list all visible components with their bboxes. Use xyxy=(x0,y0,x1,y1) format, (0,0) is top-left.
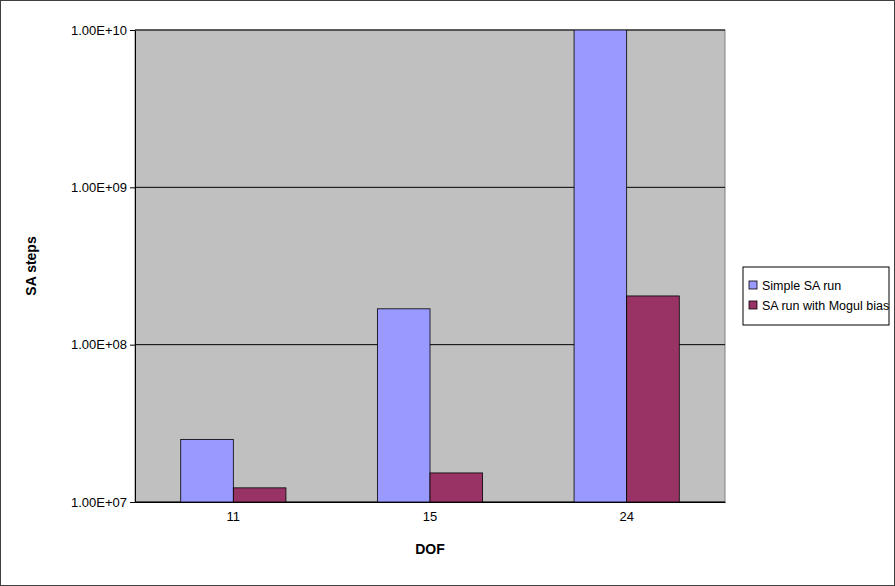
x-axis-line xyxy=(136,502,726,503)
y-tick-label: 1.00E+08 xyxy=(71,337,127,352)
x-tick: 11 xyxy=(227,502,241,524)
chart-border xyxy=(1,1,895,586)
bar xyxy=(181,439,234,502)
bar xyxy=(233,488,286,502)
x-tick-label: 11 xyxy=(227,509,241,524)
bar xyxy=(430,473,483,502)
y-tick-mark xyxy=(130,187,135,188)
grid-line xyxy=(135,30,725,31)
y-axis-title: SA steps xyxy=(23,236,39,296)
bar xyxy=(377,309,430,502)
chart: 1.00E+07 1.00E+08 1.00E+09 1.00E+10 11 15 24 DO… xyxy=(0,0,895,586)
y-tick-mark xyxy=(130,502,135,503)
legend-swatch xyxy=(749,301,757,309)
grid xyxy=(135,30,725,502)
legend-item: SA run with Mogul bias xyxy=(749,299,889,313)
plot: 1.00E+07 1.00E+08 1.00E+09 1.00E+10 11 15 24 xyxy=(71,23,726,525)
legend-item: Simple SA run xyxy=(749,279,841,293)
legend-label: Simple SA run xyxy=(762,279,841,293)
y-tick: 1.00E+07 xyxy=(71,495,135,510)
y-tick: 1.00E+08 xyxy=(71,337,135,352)
y-axis-line xyxy=(135,31,136,503)
y-tick-mark xyxy=(130,345,135,346)
y-tick-label: 1.00E+07 xyxy=(71,495,127,510)
legend: Simple SA run SA run with Mogul bias xyxy=(743,267,889,325)
y-tick: 1.00E+10 xyxy=(71,23,135,38)
legend-label: SA run with Mogul bias xyxy=(762,299,889,313)
x-tick-label: 15 xyxy=(423,509,437,524)
y-axis: 1.00E+07 1.00E+08 1.00E+09 1.00E+10 xyxy=(71,23,136,510)
y-tick-label: 1.00E+10 xyxy=(71,23,127,38)
x-axis-title: DOF xyxy=(415,541,445,557)
y-tick-mark xyxy=(130,30,135,31)
x-tick: 24 xyxy=(619,502,633,524)
bars xyxy=(181,30,680,502)
x-axis: 11 15 24 xyxy=(136,502,726,524)
x-tick-label: 24 xyxy=(619,509,633,524)
legend-box xyxy=(743,267,889,325)
bar xyxy=(627,296,680,502)
y-tick: 1.00E+09 xyxy=(71,180,135,195)
series xyxy=(233,296,679,502)
grid-line xyxy=(135,187,725,188)
legend-swatch xyxy=(749,281,757,289)
plot-background xyxy=(135,30,725,502)
y-tick-label: 1.00E+09 xyxy=(71,180,127,195)
bar xyxy=(574,30,627,502)
series xyxy=(181,30,627,502)
x-tick: 15 xyxy=(423,502,437,524)
